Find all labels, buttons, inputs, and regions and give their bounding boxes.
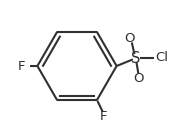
- Text: F: F: [18, 60, 25, 72]
- Text: O: O: [133, 72, 144, 85]
- Text: S: S: [131, 51, 140, 66]
- Text: F: F: [100, 110, 107, 123]
- Text: O: O: [125, 32, 135, 44]
- Text: Cl: Cl: [155, 51, 168, 64]
